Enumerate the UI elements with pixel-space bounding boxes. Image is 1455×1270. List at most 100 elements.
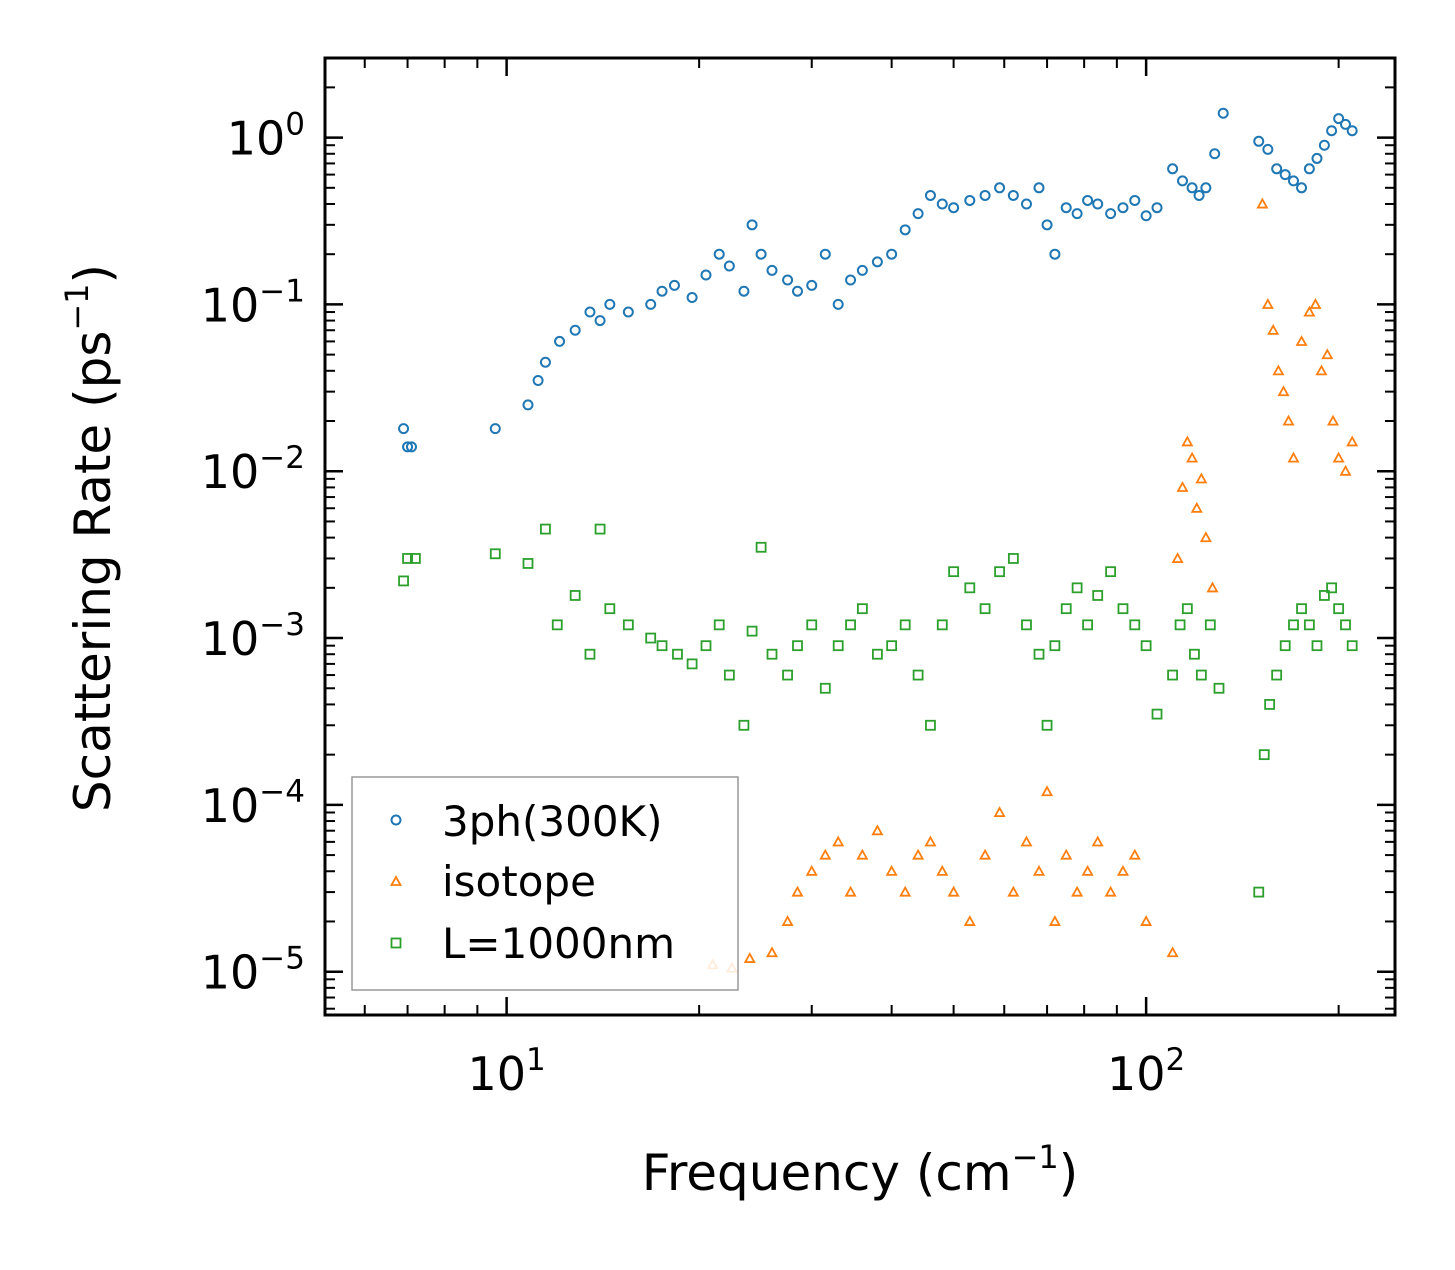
point-3ph-300k [1129,194,1141,206]
point-isotope [899,885,912,897]
point-3ph-300k [584,306,596,318]
point-l-1000nm [1279,640,1291,652]
point-3ph-300k [1041,219,1053,231]
point-l-1000nm [1258,749,1270,761]
point-isotope [1116,864,1129,876]
point-isotope [1256,197,1269,209]
point-3ph-300k [791,285,803,297]
point-l-1000nm [1117,603,1129,615]
point-3ph-300k [532,374,544,386]
point-l-1000nm [994,566,1005,578]
point-3ph-300k [569,324,581,336]
point-3ph-300k [1117,202,1129,214]
point-isotope [936,864,949,876]
point-3ph-300k [622,306,634,318]
point-l-1000nm [686,658,698,670]
point-l-1000nm [1033,648,1045,660]
point-3ph-300k [1303,163,1315,175]
point-l-1000nm [925,719,936,731]
point-3ph-300k [832,298,844,310]
point-l-1000nm [522,558,534,569]
point-l-1000nm [845,619,856,631]
point-l-1000nm [1303,619,1315,631]
point-isotope [856,848,869,860]
point-3ph-300k [645,298,657,310]
point-l-1000nm [1333,603,1345,615]
legend-marker-isotope [389,875,403,886]
point-isotope [1041,785,1054,797]
point-l-1000nm [1189,648,1200,660]
point-3ph-300k [1217,107,1229,119]
point-3ph-300k [1060,202,1072,214]
point-l-1000nm [1060,603,1072,615]
point-3ph-300k [522,399,534,411]
y-tick-label: 10−1 [201,273,305,332]
point-3ph-300k [806,279,818,291]
point-3ph-300k [936,198,948,210]
point-l-1000nm [700,640,712,652]
point-3ph-300k [1279,169,1291,181]
point-isotope [832,835,845,847]
point-l-1000nm [746,625,758,637]
point-3ph-300k [1339,118,1351,130]
point-l-1000nm [979,603,991,615]
point-isotope [781,915,794,926]
point-l-1000nm [1340,619,1351,631]
point-3ph-300k [1200,182,1212,194]
point-l-1000nm [1174,619,1186,631]
point-l-1000nm [713,619,725,631]
point-3ph-300k [594,315,606,327]
point-l-1000nm [819,682,831,694]
point-isotope [1007,885,1020,897]
point-l-1000nm [594,523,606,535]
point-isotope [1267,323,1280,335]
point-l-1000nm [1092,590,1104,601]
point-3ph-300k [899,224,911,236]
point-isotope [963,915,976,926]
point-3ph-300k [1082,194,1094,206]
point-l-1000nm [948,566,960,578]
point-isotope [765,946,779,958]
point-3ph-300k [723,260,735,272]
plot-frame [323,56,1397,1017]
point-isotope [1326,414,1340,426]
point-l-1000nm [1049,640,1061,652]
point-3ph-300k [924,189,936,201]
point-isotope [912,848,925,860]
point-isotope [1339,464,1352,476]
point-3ph-300k [948,202,960,214]
point-isotope [1186,451,1199,463]
point-3ph-300k [554,335,566,347]
y-tick-label: 10−5 [201,941,305,1000]
point-l-1000nm [402,553,413,564]
point-l-1000nm [912,669,924,681]
point-3ph-300k [398,423,410,435]
point-isotope [1190,501,1203,513]
point-l-1000nm [1318,590,1330,601]
point-3ph-300k [1296,182,1308,194]
point-3ph-300k [1186,182,1198,194]
point-l-1000nm [899,619,911,631]
point-3ph-300k [1287,175,1299,187]
point-isotope [1176,481,1189,492]
x-tick-label: 101 [467,1042,545,1101]
point-isotope [1332,451,1345,463]
point-l-1000nm [1129,619,1141,631]
point-3ph-300k [1271,163,1283,175]
point-l-1000nm [871,648,883,660]
point-3ph-300k [845,274,857,286]
point-isotope [1166,946,1179,958]
point-l-1000nm [936,619,948,631]
point-l-1000nm [886,640,898,652]
point-l-1000nm [1195,669,1207,681]
point-3ph-300k [979,189,991,201]
point-3ph-300k [1140,210,1152,222]
point-3ph-300k [766,264,778,276]
point-l-1000nm [1326,582,1338,594]
point-3ph-300k [738,285,750,297]
point-isotope [1321,348,1334,360]
point-l-1000nm [755,541,767,553]
point-isotope [924,835,937,847]
point-isotope [1346,435,1359,447]
